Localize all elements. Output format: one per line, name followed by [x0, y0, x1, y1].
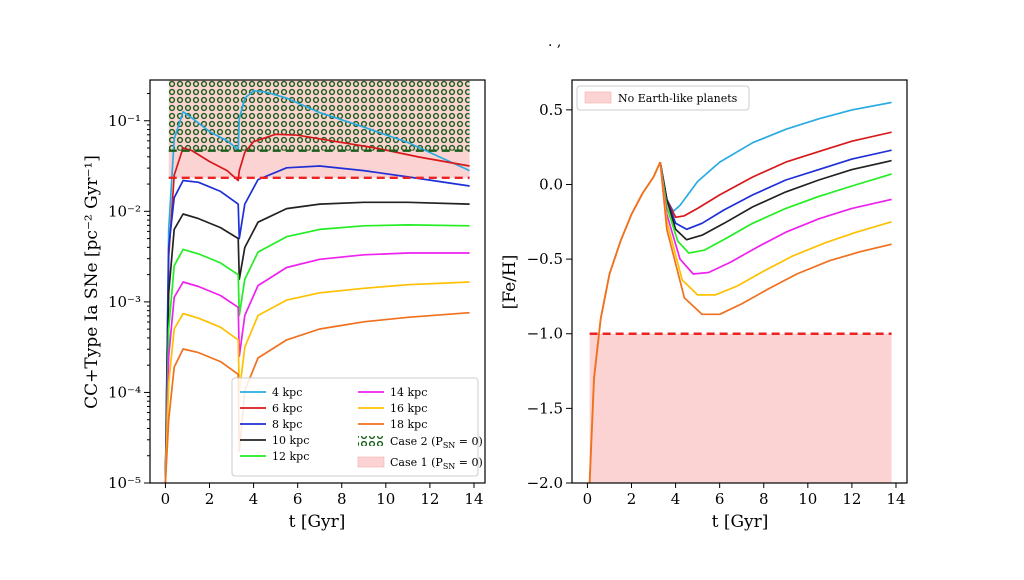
right-chart: 0 2 4 6 8 10 12 14 0.5 0.0 −0.5 −1.0 −1.5 −2.0 t [Gy…	[500, 79, 908, 532]
legend-label-10-kpc: 10 kpc	[272, 434, 309, 447]
right-series-6-kpc	[659, 131, 892, 219]
right-series-14-kpc	[659, 161, 892, 275]
right-x-tick-label: 2	[627, 490, 637, 508]
right-series-shared-rise	[588, 161, 662, 483]
right-x-tick-label: 14	[886, 490, 905, 508]
left-x-tick-label: 2	[205, 490, 215, 508]
legend-label-4-kpc: 4 kpc	[272, 386, 302, 399]
right-x-tick-label: 4	[671, 490, 681, 508]
right-y-tick-label: −1.0	[527, 325, 563, 343]
left-legend-box	[231, 377, 479, 477]
right-legend: No Earth-like planets	[576, 85, 750, 111]
right-y-tick-label: 0.0	[539, 175, 563, 193]
left-plot-frame	[149, 79, 486, 484]
legend-label-16-kpc: 16 kpc	[390, 402, 427, 415]
left-x-tick-label: 12	[420, 490, 439, 508]
right-y-tick-label: −1.5	[527, 399, 563, 417]
right-legend-box	[576, 85, 750, 111]
right-series-16-kpc	[659, 162, 892, 296]
right-y-tick-label: −0.5	[527, 250, 563, 268]
left-series-8-kpc	[164, 165, 470, 483]
legend-case1-label: Case 1 (PSN = 0)	[390, 456, 483, 471]
right-series-10-kpc	[659, 159, 892, 241]
left-series-4-kpc	[164, 90, 470, 483]
left-x-tick-label: 14	[464, 490, 483, 508]
right-y-axis-label: [Fe/H]	[500, 255, 520, 310]
legend-label-8-kpc: 8 kpc	[272, 418, 302, 431]
right-x-tick-label: 10	[798, 490, 817, 508]
right-x-tick-label: 6	[715, 490, 725, 508]
left-case2-band	[168, 80, 470, 151]
legend-label-14-kpc: 14 kpc	[390, 386, 427, 399]
left-chart: 0 2 4 6 8 10 12 14 10⁻⁵ 10⁻⁴ 10⁻³ 10⁻² 10⁻¹ t [Gyr]…	[82, 79, 486, 532]
right-x-tick-label: 8	[759, 490, 769, 508]
left-x-tick-label: 10	[376, 490, 395, 508]
figure-title-fragment: . ,	[548, 34, 561, 50]
legend-case1-swatch	[357, 456, 385, 468]
legend-case2-swatch	[358, 436, 384, 446]
left-y-tick-label: 10⁻³	[108, 293, 141, 311]
right-series-18-kpc	[659, 162, 892, 316]
right-x-tick-label: 12	[842, 490, 861, 508]
left-y-axis-label: CC+Type Ia SNe [pc⁻² Gyr⁻¹]	[82, 155, 102, 409]
left-y-tick-label: 10⁻⁴	[108, 383, 141, 401]
right-x-tick-label: 0	[583, 490, 593, 508]
legend-label-6-kpc: 6 kpc	[272, 402, 302, 415]
right-x-axis-label: t [Gyr]	[712, 512, 769, 532]
right-series-8-kpc	[659, 149, 892, 231]
legend-case2-label: Case 2 (PSN = 0)	[390, 435, 483, 450]
left-y-tick-label: 10⁻²	[108, 202, 141, 220]
left-series-6-kpc	[164, 133, 470, 483]
left-x-tick-label: 8	[337, 490, 347, 508]
left-x-tick-label: 0	[161, 490, 171, 508]
left-legend: 4 kpc 6 kpc 8 kpc 10 kpc 12 kpc 14 kpc 16 kpc 1…	[231, 377, 483, 477]
right-legend-swatch	[584, 91, 612, 104]
right-series-12-kpc	[659, 161, 892, 254]
right-plot-frame	[571, 79, 908, 484]
left-x-tick-label: 4	[249, 490, 259, 508]
right-y-tick-label: −2.0	[527, 474, 563, 492]
right-series-4-kpc	[659, 101, 892, 213]
legend-label-12-kpc: 12 kpc	[272, 450, 309, 463]
left-series-10-kpc	[164, 201, 470, 483]
legend-label-18-kpc: 18 kpc	[390, 418, 427, 431]
left-y-tick-label: 10⁻⁵	[108, 474, 141, 492]
right-legend-label: No Earth-like planets	[618, 92, 738, 105]
right-no-earth-band	[589, 333, 892, 483]
right-y-tick-label: 0.5	[539, 101, 563, 119]
left-series-12-kpc	[164, 224, 470, 483]
left-x-tick-label: 6	[293, 490, 303, 508]
left-x-axis-label: t [Gyr]	[289, 512, 346, 532]
left-y-tick-label: 10⁻¹	[108, 112, 141, 130]
